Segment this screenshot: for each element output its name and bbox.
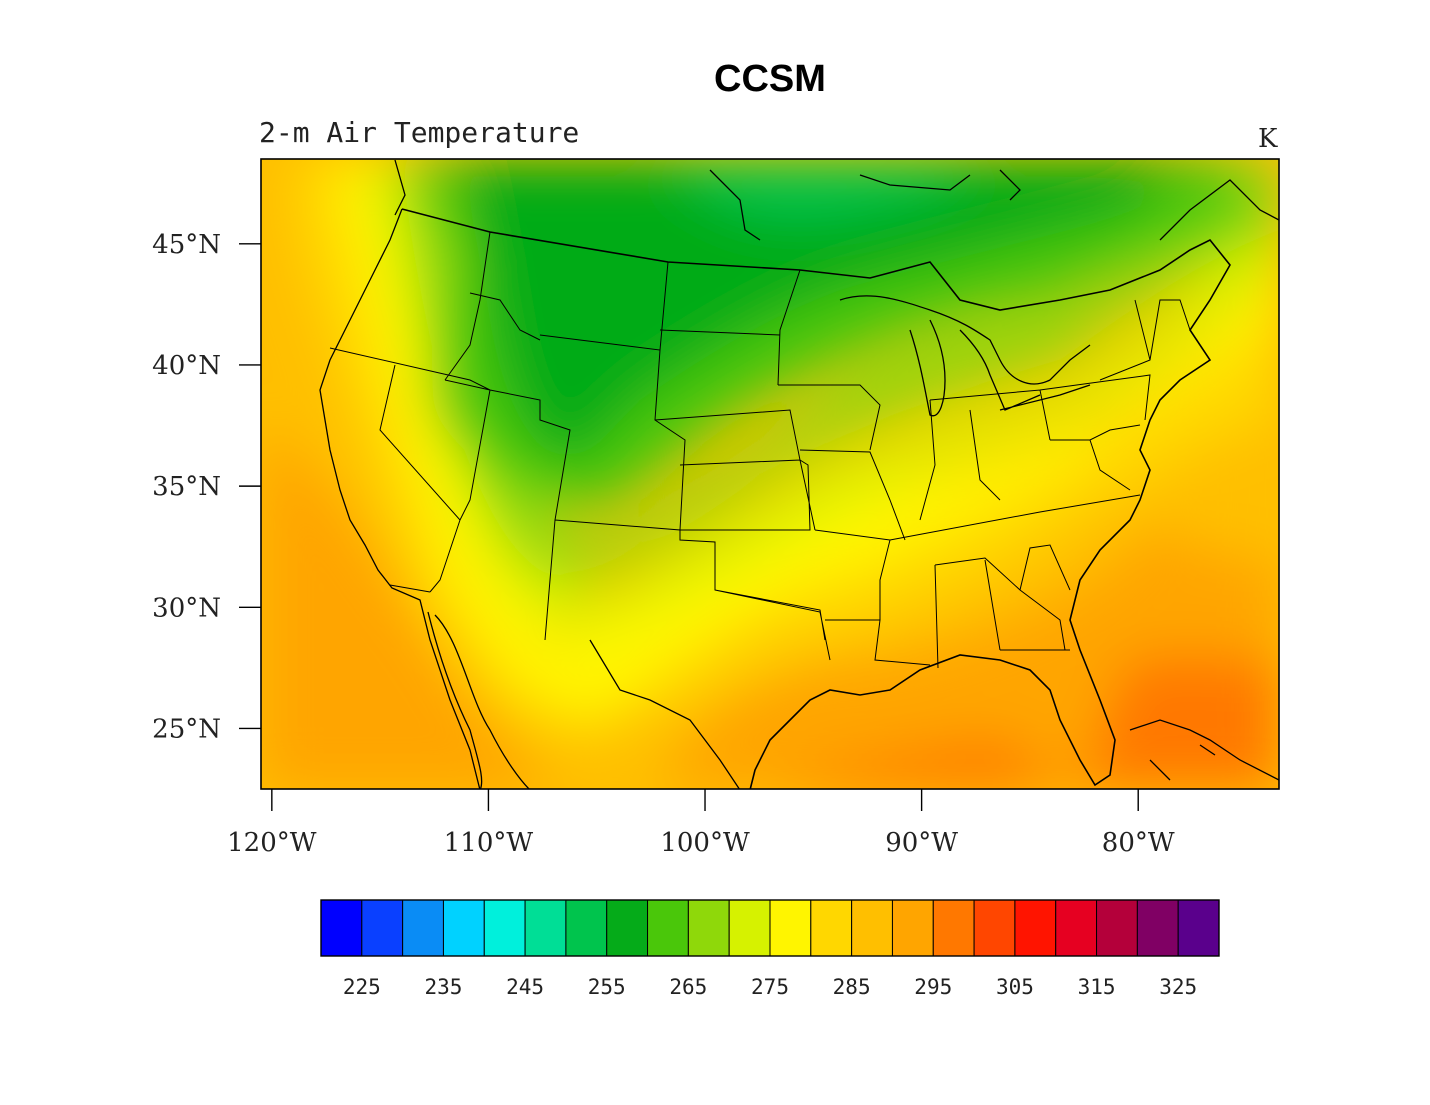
map-frame <box>260 158 1280 790</box>
west-coast <box>319 208 481 789</box>
colorbar-swatch <box>891 899 934 957</box>
lon-tick-label: 100°W <box>660 828 750 858</box>
colorbar-swatch <box>810 899 853 957</box>
colorbar-label: 245 <box>506 975 544 999</box>
colorbar-swatch <box>1055 899 1098 957</box>
colorbar-label: 275 <box>751 975 789 999</box>
colorbar-swatch <box>565 899 608 957</box>
colorbar-frame <box>320 899 1220 957</box>
figure-subtitle: 2-m Air Temperature <box>259 116 580 149</box>
colorbar-swatch <box>483 899 526 957</box>
colorbar-swatch <box>1177 899 1220 957</box>
colorbar-label: 295 <box>914 975 952 999</box>
colorbar-label: 235 <box>424 975 462 999</box>
colorbar-label: 315 <box>1078 975 1116 999</box>
canada-coast <box>394 159 1279 241</box>
colorbar-swatch <box>1136 899 1179 957</box>
colorbar-swatch <box>769 899 812 957</box>
mexico-gulf-coast <box>589 639 741 789</box>
colorbar-swatch <box>606 899 649 957</box>
us-outline <box>401 208 1231 789</box>
longitude-axis: 120°W 110°W 100°W 90°W 80°W <box>227 789 1175 858</box>
latitude-axis: 45°N 40°N 35°N 30°N 25°N <box>152 230 261 744</box>
colorbar-swatch <box>647 899 689 957</box>
lon-tick-label: 120°W <box>227 828 317 858</box>
colorbar: 225 235 245 255 265 275 285 295 305 315 325 <box>320 899 1220 999</box>
temperature-field <box>261 159 1279 789</box>
colorbar-label: 265 <box>669 975 707 999</box>
colorbar-swatch <box>1096 899 1138 957</box>
lat-tick-label: 35°N <box>152 472 221 502</box>
baja-peninsula <box>427 611 530 789</box>
lon-tick-label: 90°W <box>885 828 958 858</box>
colorbar-swatch <box>320 899 363 957</box>
lat-tick-label: 25°N <box>152 714 221 744</box>
colorbar-swatch <box>442 899 485 957</box>
colorbar-label: 225 <box>343 975 381 999</box>
cuba-bahamas <box>1129 719 1279 781</box>
colorbar-swatch <box>402 899 444 957</box>
lat-tick-label: 45°N <box>152 230 221 260</box>
colorbar-swatch <box>361 899 404 957</box>
colorbar-swatch <box>728 899 771 957</box>
colorbar-label: 305 <box>996 975 1034 999</box>
lat-tick-label: 30°N <box>152 593 221 623</box>
units-label: K <box>1258 124 1278 154</box>
colorbar-swatch <box>687 899 730 957</box>
colorbar-label: 255 <box>588 975 626 999</box>
colorbar-swatch <box>524 899 567 957</box>
lat-tick-label: 40°N <box>152 351 221 381</box>
colorbar-swatch <box>1014 899 1057 957</box>
state-borders <box>329 231 1191 669</box>
colorbar-swatch <box>973 899 1016 957</box>
lon-tick-label: 80°W <box>1102 828 1175 858</box>
lon-tick-label: 110°W <box>444 828 534 858</box>
great-lakes <box>839 295 1091 417</box>
colorbar-swatch <box>932 899 975 957</box>
coastlines-and-borders <box>319 159 1279 789</box>
figure-title: CCSM <box>714 58 826 100</box>
colorbar-swatch <box>851 899 893 957</box>
colorbar-label: 325 <box>1159 975 1197 999</box>
colorbar-label: 285 <box>833 975 871 999</box>
